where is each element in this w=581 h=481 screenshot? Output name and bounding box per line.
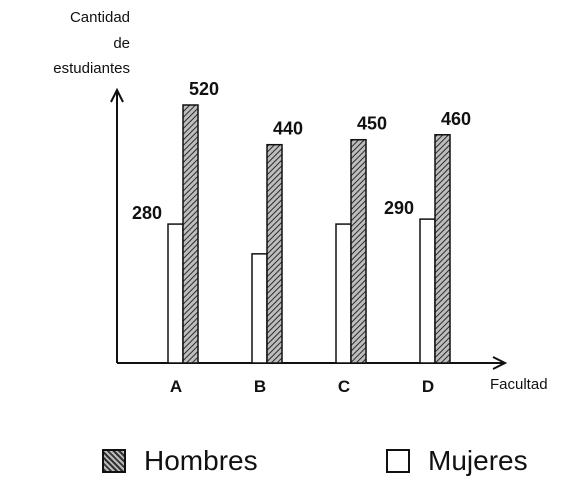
data-label-hombres-b: 440 xyxy=(273,119,303,139)
bar-mujeres-a xyxy=(167,223,184,364)
bar-hombres-d xyxy=(434,134,451,364)
x-tick-label-d: D xyxy=(422,377,434,396)
x-tick-label-c: C xyxy=(338,377,350,396)
legend-item-mujeres: Mujeres xyxy=(386,446,528,476)
bar-mujeres-d xyxy=(419,218,436,364)
data-label-hombres-a: 520 xyxy=(189,79,219,99)
bar-hombres-c xyxy=(350,138,367,364)
legend-label-mujeres: Mujeres xyxy=(428,445,528,476)
data-label-hombres-d: 460 xyxy=(441,109,471,129)
data-label-mujeres-a: 280 xyxy=(132,203,162,223)
y-axis-arrow xyxy=(110,87,124,103)
legend-swatch-hombres xyxy=(102,449,126,473)
x-axis-label: Facultad xyxy=(490,376,548,393)
legend-item-hombres: Hombres xyxy=(102,446,258,476)
bar-hombres-b xyxy=(266,143,283,364)
bar-mujeres-b xyxy=(251,253,268,364)
legend-label-hombres: Hombres xyxy=(144,445,258,476)
legend-swatch-mujeres xyxy=(386,449,410,473)
y-axis-label-line-1: Cantidad xyxy=(69,9,130,26)
y-axis-label-line-3: estudiantes xyxy=(53,60,130,77)
x-axis-arrow xyxy=(492,356,508,370)
bar-mujeres-c xyxy=(335,223,352,364)
x-tick-label-a: A xyxy=(170,377,182,396)
x-tick-label-b: B xyxy=(254,377,266,396)
data-label-hombres-c: 450 xyxy=(357,114,387,134)
data-label-mujeres-d: 290 xyxy=(384,198,414,218)
bar-hombres-a xyxy=(182,104,199,364)
y-axis-label-line-2: de xyxy=(113,35,130,52)
